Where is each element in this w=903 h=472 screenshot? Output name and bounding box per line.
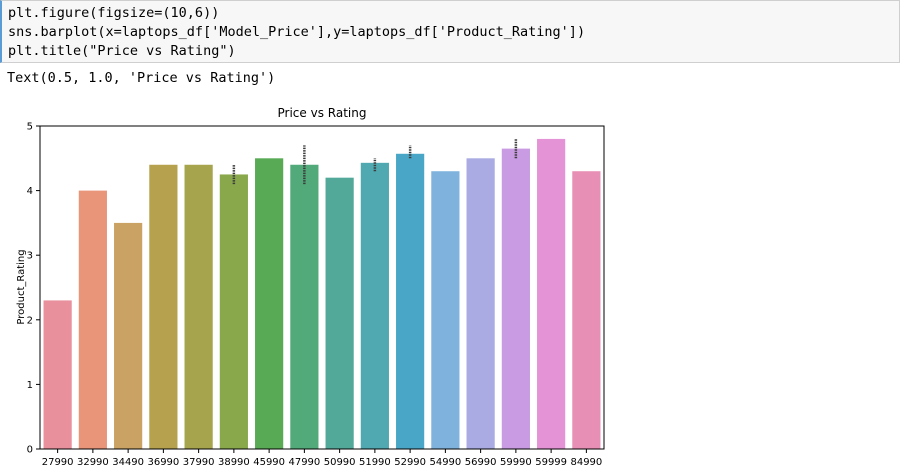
x-tick-label-36990: 36990 <box>147 457 179 468</box>
bar-56990 <box>466 158 495 450</box>
y-axis-label: Product_Rating <box>16 249 27 324</box>
code-line-3: plt.title("Price vs Rating") <box>8 43 236 59</box>
x-tick-label-51990: 51990 <box>359 457 391 468</box>
y-tick-label-5: 5 <box>27 122 33 133</box>
x-tick-label-38990: 38990 <box>218 457 250 468</box>
bar-54990 <box>431 171 460 449</box>
bar-47990 <box>290 164 319 449</box>
y-tick-label-3: 3 <box>27 251 33 262</box>
x-tick-label-45990: 45990 <box>253 457 285 468</box>
bar-36990 <box>149 164 178 449</box>
x-axis: 27990 32990 34490 36990 37990 38990 45990 47990… <box>42 449 602 468</box>
y-tick-label-0: 0 <box>27 445 33 456</box>
bar-37990 <box>184 164 213 449</box>
bar-27990 <box>43 300 72 449</box>
bar-34490 <box>114 222 143 449</box>
cell-output-text: Text(0.5, 1.0, 'Price vs Rating') <box>7 70 276 86</box>
bar-50990 <box>325 177 354 449</box>
x-tick-label-27990: 27990 <box>42 457 74 468</box>
plot-frame <box>39 125 605 450</box>
bar-45990 <box>255 158 284 450</box>
x-tick-label-52990: 52990 <box>394 457 426 468</box>
code-cell[interactable]: plt.figure(figsize=(10,6)) sns.barplot(x=… <box>0 0 900 63</box>
y-tick-label-4: 4 <box>27 186 33 197</box>
bar-32990 <box>78 190 107 449</box>
x-tick-label-59999: 59999 <box>535 457 567 468</box>
x-tick-label-34490: 34490 <box>112 457 144 468</box>
x-tick-label-47990: 47990 <box>288 457 320 468</box>
bar-84990 <box>572 171 601 449</box>
y-axis: 0 1 2 3 4 5 <box>27 122 40 456</box>
y-tick-label-2: 2 <box>27 315 33 326</box>
x-tick-label-84990: 84990 <box>570 457 602 468</box>
bar-38990 <box>219 174 248 449</box>
error-bars-group <box>232 138 518 185</box>
chart-title: Price vs Rating <box>278 106 367 120</box>
bar-51990 <box>360 162 389 449</box>
code-line-1: plt.figure(figsize=(10,6)) <box>8 5 220 21</box>
bar-52990 <box>396 153 425 449</box>
x-tick-label-32990: 32990 <box>77 457 109 468</box>
bar-59990 <box>501 148 530 450</box>
y-tick-label-1: 1 <box>27 380 33 391</box>
x-tick-label-59990: 59990 <box>500 457 532 468</box>
bar-59999 <box>537 138 566 450</box>
x-tick-label-54990: 54990 <box>429 457 461 468</box>
x-tick-label-37990: 37990 <box>183 457 215 468</box>
x-tick-label-56990: 56990 <box>465 457 497 468</box>
bars-group <box>43 138 601 450</box>
code-line-2: sns.barplot(x=laptops_df['Model_Price'],… <box>8 24 586 40</box>
x-tick-label-50990: 50990 <box>324 457 356 468</box>
code-editor[interactable]: plt.figure(figsize=(10,6)) sns.barplot(x=… <box>8 4 585 61</box>
